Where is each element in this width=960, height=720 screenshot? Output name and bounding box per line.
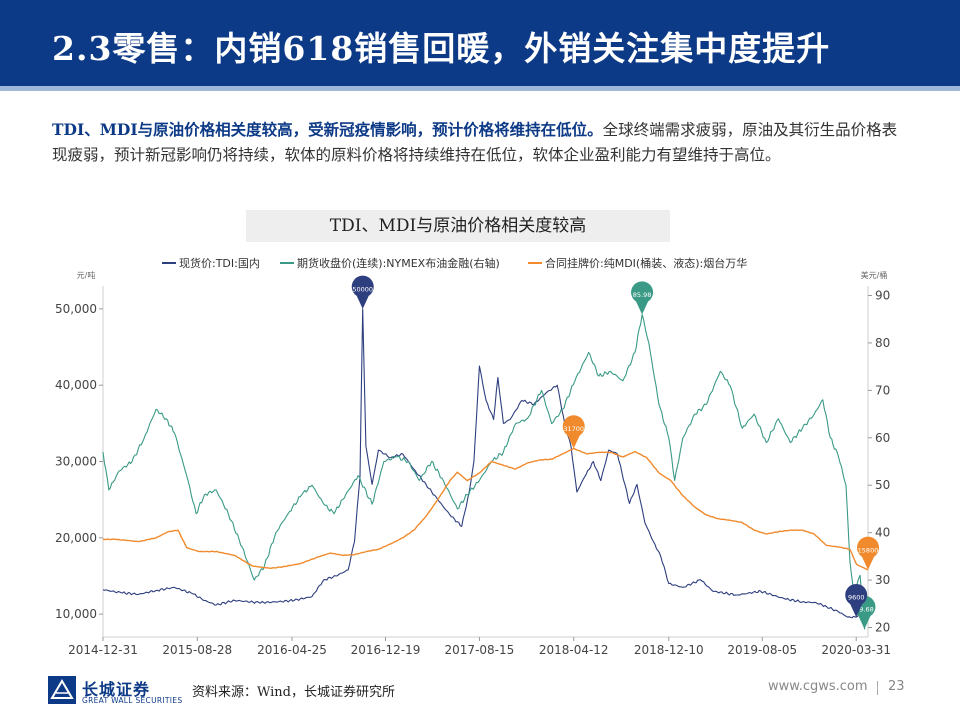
chart-title: TDI、MDI与原油价格相关度较高 [329, 216, 587, 236]
x-tick-label: 2014-12-31 [68, 643, 138, 657]
brand-name-en: GREAT WALL SECURITIES [82, 696, 183, 705]
source-note: 资料来源：Wind，长城证券研究所 [192, 685, 395, 700]
x-tick-label: 2016-12-19 [351, 643, 421, 657]
annotation-pin: 50000 [351, 275, 374, 309]
legend-label: 现货价:TDI:国内 [179, 256, 260, 270]
right-tick-label: 20 [875, 621, 890, 635]
annotation-pin: 85.98 [631, 281, 654, 315]
left-tick-label: 50,000 [55, 302, 97, 316]
right-tick-label: 90 [875, 288, 890, 302]
right-tick-label: 40 [875, 526, 890, 540]
footer-divider [877, 681, 878, 695]
right-tick-label: 60 [875, 431, 890, 445]
right-axis-unit: 美元/桶 [861, 270, 888, 280]
annotation-marker [351, 275, 374, 309]
annotation-marker [856, 536, 879, 570]
annotation-label: 9600 [848, 594, 865, 602]
annotation-marker [562, 415, 585, 449]
x-tick-label: 2015-08-28 [162, 643, 232, 657]
header-stripe [0, 86, 960, 91]
legend-label: 合同挂牌价:纯MDI(桶装、液态):烟台万华 [545, 256, 747, 270]
annotation-label: 15800 [858, 546, 879, 554]
brand-logo-icon [48, 676, 76, 704]
left-axis-unit: 元/吨 [77, 270, 96, 280]
annotation-pin: 9600 [845, 583, 868, 618]
chart-title-box: TDI、MDI与原油价格相关度较高 [246, 210, 670, 242]
x-tick-label: 2018-04-12 [539, 643, 609, 657]
annotation-marker [845, 583, 868, 618]
page-title: 2.3零售：内销618销售回暖，外销关注集中度提升 [52, 29, 831, 68]
right-tick-label: 70 [875, 383, 890, 397]
intro-paragraph: TDI、MDI与原油价格相关度较高，受新冠疫情影响，预计价格将维持在低位。全球终… [52, 117, 912, 168]
x-tick-label: 2019-08-05 [727, 643, 797, 657]
left-tick-label: 20,000 [55, 531, 97, 545]
x-tick-label: 2018-12-10 [634, 643, 704, 657]
legend-label: 期货收盘价(连续):NYMEX布油金融(右轴) [297, 256, 500, 270]
page-number: 23 [888, 679, 905, 694]
right-tick-label: 80 [875, 336, 890, 350]
annotation-marker [631, 281, 654, 315]
left-tick-label: 40,000 [55, 378, 97, 392]
annotation-label: 85.98 [633, 291, 652, 299]
brand-name: 长城证券 [82, 680, 151, 699]
intro-lead: TDI、MDI与原油价格相关度较高，受新冠疫情影响，预计价格将维持在低位。 [52, 120, 603, 139]
left-tick-label: 30,000 [55, 455, 97, 469]
website-link[interactable]: www.cgws.com [768, 679, 868, 694]
left-tick-label: 10,000 [55, 607, 97, 621]
series-line-1 [102, 313, 869, 630]
annotation-label: 19.68 [855, 606, 874, 614]
annotation-pin: 31700 [562, 415, 585, 449]
x-tick-label: 2020-03-31 [821, 643, 891, 657]
annotation-label: 31700 [563, 425, 584, 433]
right-tick-label: 50 [875, 478, 890, 492]
annotation-pin: 15800 [856, 536, 879, 570]
series-line-0 [102, 308, 869, 619]
intro-body: 全球终端需求疲弱，原油及其衍生品价格表现疲弱，预计新冠影响仍将持续，软体的原料价… [52, 121, 898, 164]
price-chart: 元/吨 美元/桶 10,000 20,000 30,000 40,000 50,000 20 3… [55, 256, 891, 657]
series-line-2 [102, 447, 869, 571]
annotation-label: 50000 [352, 285, 373, 293]
x-tick-label: 2016-04-25 [257, 643, 327, 657]
right-tick-label: 30 [875, 573, 890, 587]
header-bar [0, 0, 960, 86]
x-tick-label: 2017-08-15 [445, 643, 515, 657]
